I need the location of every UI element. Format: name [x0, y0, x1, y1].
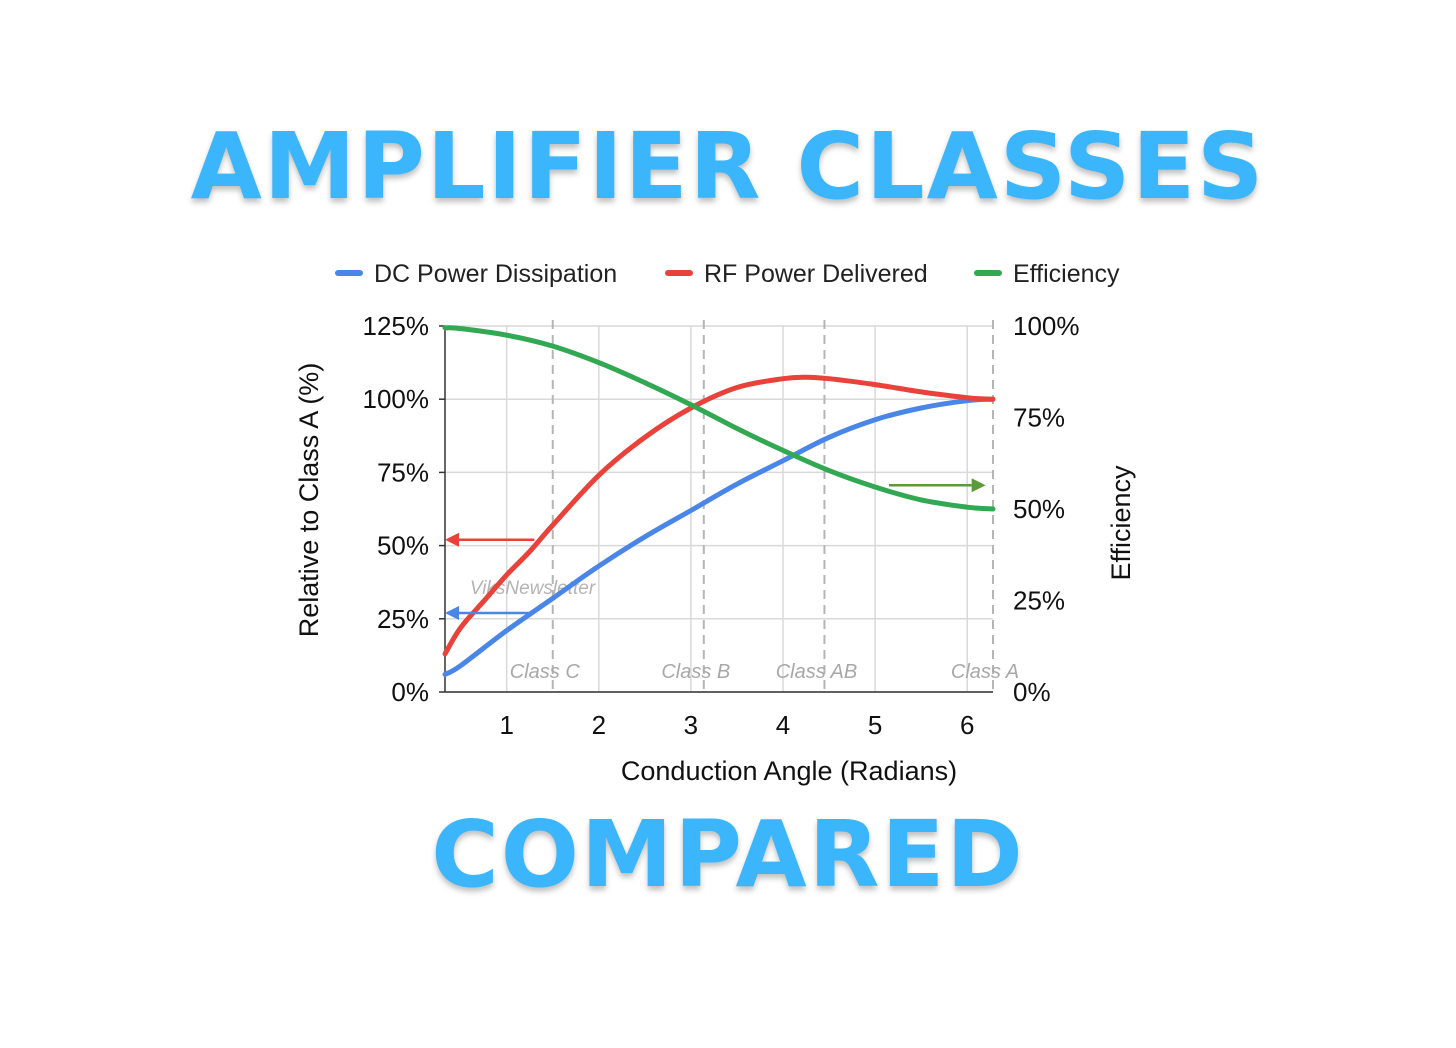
y2-tick-label: 25% [1013, 586, 1065, 616]
class-marker-label: Class B [661, 661, 730, 683]
legend-label: RF Power Delivered [704, 260, 928, 288]
class-marker-label: Class C [510, 661, 581, 683]
x-tick-label: 5 [868, 710, 882, 740]
x-axis-title: Conduction Angle (Radians) [621, 756, 957, 786]
x-tick-label: 1 [499, 710, 513, 740]
y-tick-label: 125% [363, 311, 430, 341]
class-marker-lines: Class C Class B Class AB Class A [510, 320, 1019, 692]
rf-arrow-head [445, 532, 459, 547]
legend-label: DC Power Dissipation [374, 260, 617, 288]
class-marker-label: Class AB [776, 661, 858, 683]
y-tick-label: 0% [391, 677, 429, 707]
x-tick-label: 4 [776, 710, 790, 740]
x-tick-label: 6 [960, 710, 974, 740]
efficiency-arrow-head [971, 478, 986, 493]
y2-tick-label: 75% [1013, 403, 1065, 433]
y2-tick-label: 100% [1013, 311, 1080, 341]
series-line-dc-power-dissipation [442, 396, 996, 677]
legend-label: Efficiency [1013, 260, 1120, 288]
chart-annotations [445, 478, 986, 620]
headline-top: AMPLIFIER CLASSES [190, 113, 1266, 220]
chart-series [442, 325, 996, 677]
class-marker-label: Class A [951, 661, 1019, 683]
x-tick-label: 3 [684, 710, 698, 740]
chart-ticks: 0% 25% 50% 75% 100% 125% 0% 25% 50% 75% 100% 1 2 3 4 5 6 [363, 311, 1080, 740]
x-tick-label: 2 [592, 710, 606, 740]
dc-arrow-head [445, 605, 459, 620]
y-axis-title: Relative to Class A (%) [294, 363, 324, 638]
y2-tick-label: 0% [1013, 677, 1051, 707]
y-tick-label: 25% [377, 604, 429, 634]
series-line-rf-power-delivered [442, 374, 996, 657]
y-tick-label: 75% [377, 457, 429, 487]
headline-bottom: COMPARED [431, 801, 1025, 908]
y2-axis-title: Efficiency [1106, 465, 1136, 581]
chart-grid [445, 325, 993, 693]
chart-legend: DC Power Dissipation RF Power Delivered Ef… [335, 260, 1120, 288]
chart-axes [439, 325, 993, 693]
y-tick-label: 100% [363, 384, 430, 414]
y-tick-label: 50% [377, 531, 429, 561]
series-line-efficiency [442, 325, 996, 512]
y2-tick-label: 50% [1013, 494, 1065, 524]
